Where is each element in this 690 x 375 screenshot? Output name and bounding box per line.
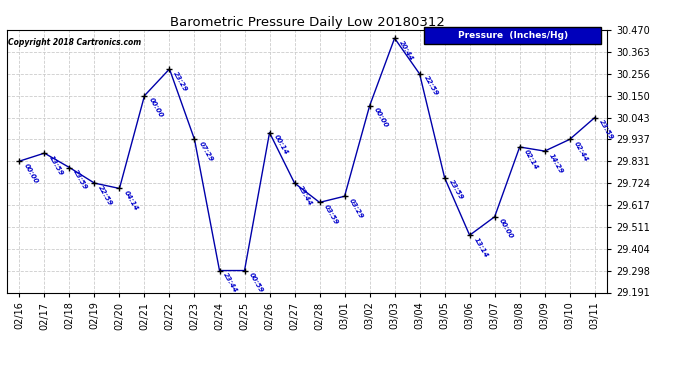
Text: 23:44: 23:44 bbox=[297, 184, 314, 206]
Text: 00:00: 00:00 bbox=[497, 218, 514, 240]
Text: 22:59: 22:59 bbox=[97, 184, 114, 206]
Text: 22:59: 22:59 bbox=[422, 75, 439, 97]
FancyBboxPatch shape bbox=[424, 27, 601, 45]
Text: 03:29: 03:29 bbox=[348, 197, 364, 219]
Title: Barometric Pressure Daily Low 20180312: Barometric Pressure Daily Low 20180312 bbox=[170, 16, 444, 29]
Text: 00:00: 00:00 bbox=[148, 97, 164, 119]
Text: 23:59: 23:59 bbox=[598, 118, 614, 141]
Text: 00:00: 00:00 bbox=[22, 162, 39, 184]
Text: 23:59: 23:59 bbox=[72, 168, 89, 191]
Text: 14:29: 14:29 bbox=[548, 152, 564, 174]
Text: 00:00: 00:00 bbox=[373, 107, 389, 129]
Text: 07:29: 07:29 bbox=[197, 140, 214, 163]
Text: 02:44: 02:44 bbox=[573, 140, 589, 163]
Text: Pressure  (Inches/Hg): Pressure (Inches/Hg) bbox=[457, 32, 568, 40]
Text: 23:44: 23:44 bbox=[222, 272, 239, 294]
Text: 20:44: 20:44 bbox=[397, 39, 414, 62]
Text: 23:29: 23:29 bbox=[172, 70, 189, 92]
Text: 02:14: 02:14 bbox=[522, 148, 539, 170]
Text: 00:59: 00:59 bbox=[248, 272, 264, 294]
Text: 23:59: 23:59 bbox=[448, 179, 464, 201]
Text: 03:59: 03:59 bbox=[322, 203, 339, 226]
Text: Copyright 2018 Cartronics.com: Copyright 2018 Cartronics.com bbox=[8, 38, 141, 47]
Text: 13:59: 13:59 bbox=[48, 154, 63, 177]
Text: 04:14: 04:14 bbox=[122, 189, 139, 212]
Text: 13:14: 13:14 bbox=[473, 236, 489, 258]
Text: 00:14: 00:14 bbox=[273, 134, 289, 156]
